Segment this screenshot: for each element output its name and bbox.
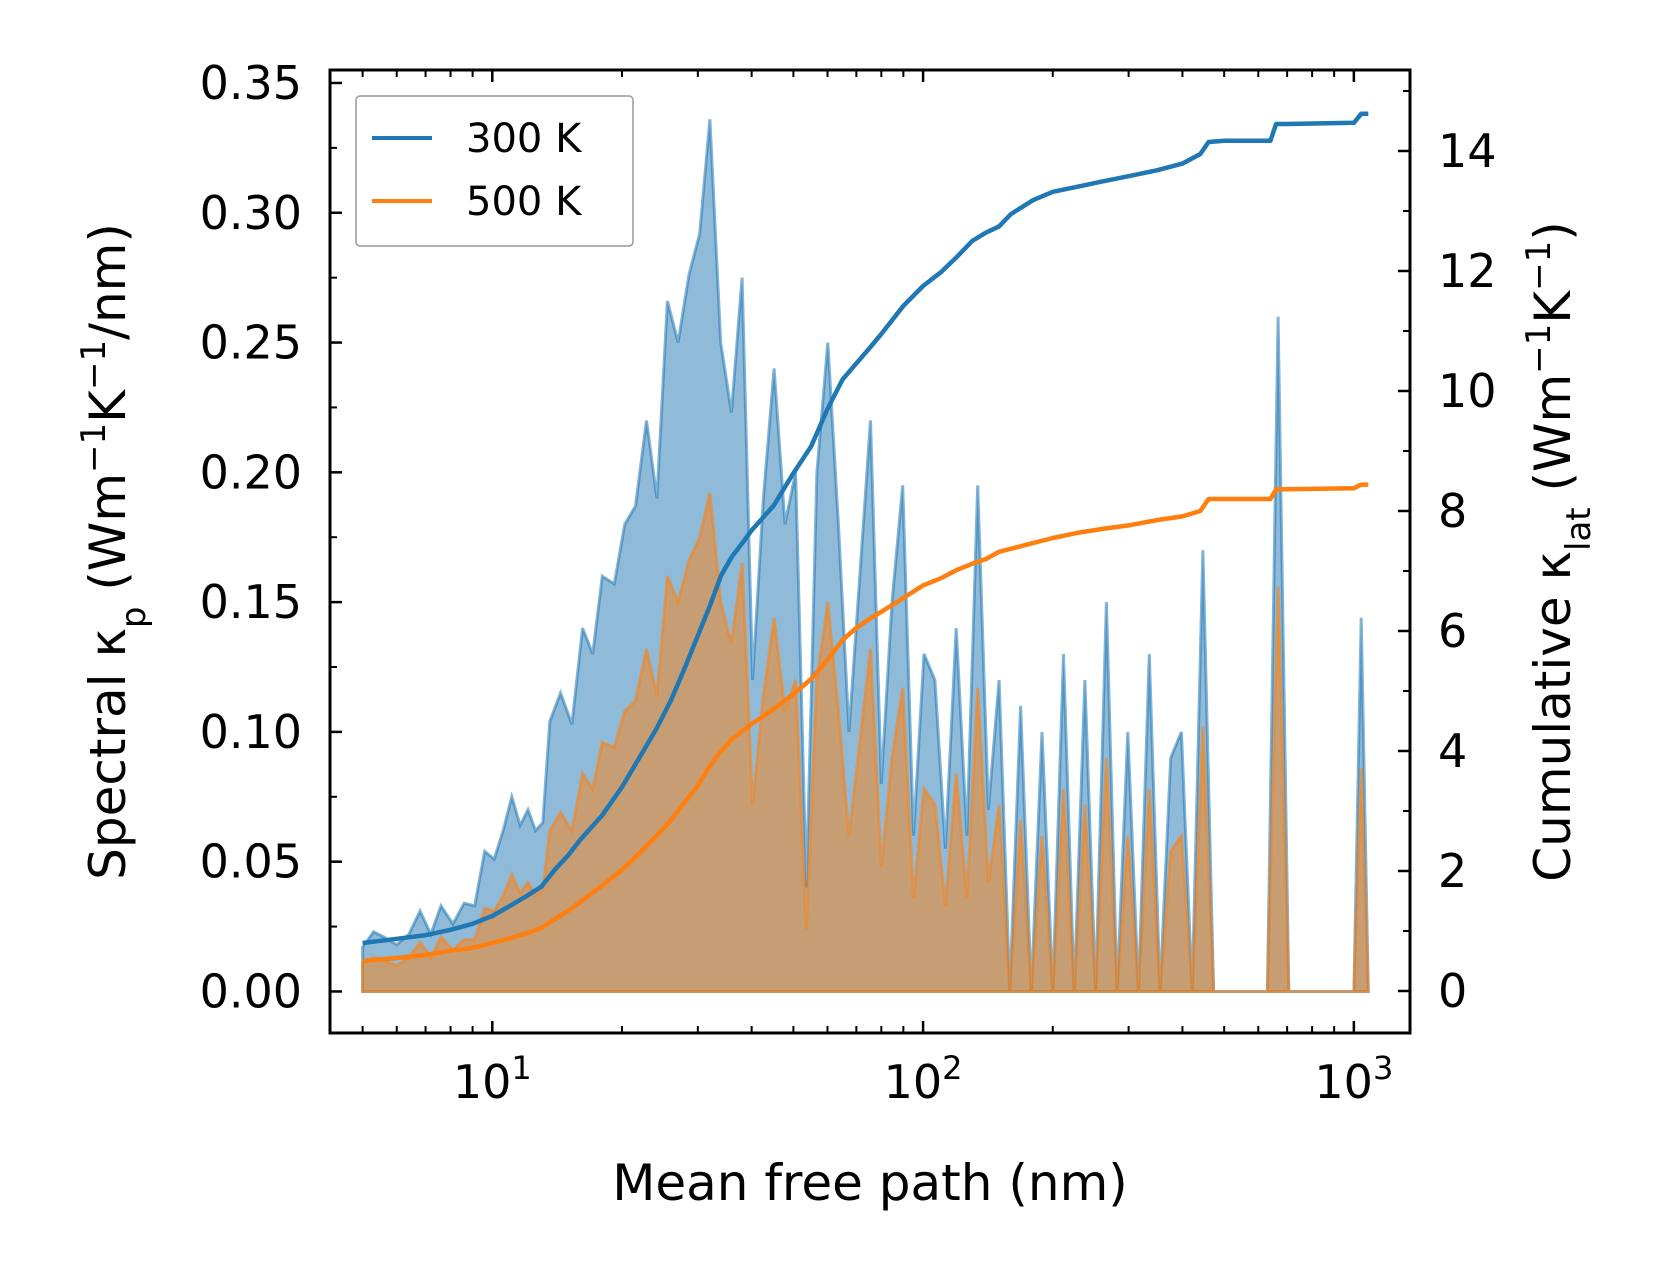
y-left-tick-label: 0.10 <box>200 705 302 759</box>
series-lines <box>362 111 1369 964</box>
y-right-tick-label: 6 <box>1438 604 1467 658</box>
x-tick-label: 101 <box>453 1049 532 1109</box>
right-axis-title: Cumulative κlat (Wm−1K−1) <box>1519 221 1599 881</box>
left-axis-title: Spectral κp (Wm−1K−1/nm) <box>74 223 154 880</box>
x-tick-label: 103 <box>1314 1049 1393 1109</box>
y-left-tick-label: 0.25 <box>200 316 302 370</box>
y-left-tick-label: 0.05 <box>200 835 302 889</box>
y-right-tick-label: 12 <box>1438 244 1497 298</box>
y-right-tick-label: 14 <box>1438 124 1497 178</box>
legend-box <box>355 95 634 247</box>
plot-frame <box>328 68 1412 1035</box>
y-left-tick-label: 0.15 <box>200 575 302 629</box>
y-left-tick-label: 0.35 <box>200 56 302 110</box>
y-right-tick-label: 10 <box>1438 364 1497 418</box>
tick-labels: 101 102 1030.000.050.100.150.200.250.300.3… <box>200 56 1497 1109</box>
y-right-tick-label: 8 <box>1438 484 1467 538</box>
y-left-tick-label: 0.00 <box>200 964 302 1018</box>
y-right-tick-label: 0 <box>1438 964 1467 1018</box>
y-left-tick-label: 0.30 <box>200 186 302 240</box>
cumulative-line-500k <box>362 482 1369 964</box>
y-right-tick-label: 2 <box>1438 844 1467 898</box>
legend-label-500k: 500 K <box>466 179 583 225</box>
y-right-tick-label: 4 <box>1438 724 1467 778</box>
spectral-area-500k <box>361 492 1370 993</box>
axis-ticks <box>330 70 1410 1033</box>
legend-label-300k: 300 K <box>466 116 583 162</box>
y-left-tick-label: 0.20 <box>200 445 302 499</box>
x-tick-label: 102 <box>884 1049 963 1109</box>
x-axis-title: Mean free path (nm) <box>612 1154 1128 1212</box>
spectral-fills <box>361 119 1370 993</box>
legend: 300 K 500 K <box>355 95 634 247</box>
cumulative-line-300k <box>362 111 1369 946</box>
